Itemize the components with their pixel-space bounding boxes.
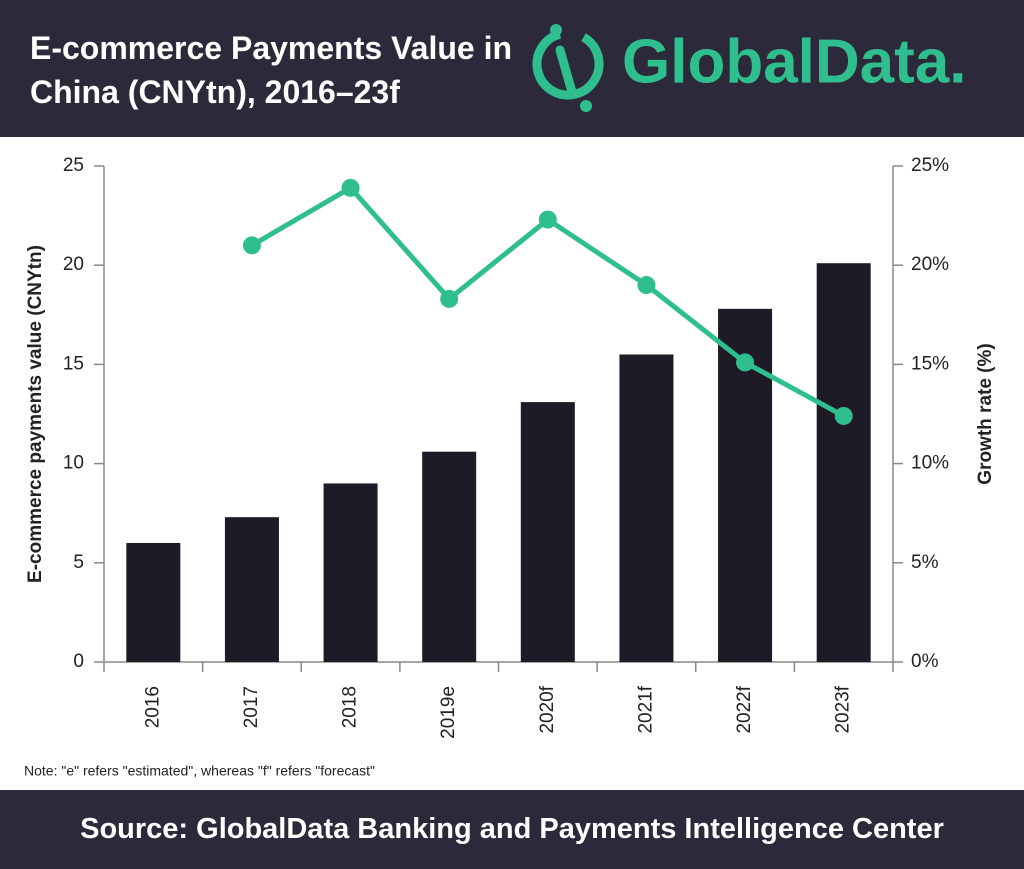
line-point (834, 406, 853, 425)
x-tick-label: 2022f (734, 685, 755, 733)
line-point (341, 178, 360, 197)
x-tick-label: 2020f (537, 685, 558, 733)
chart: Note: "e" refers "estimated", whereas "f… (24, 155, 996, 779)
y-tick-label: 10 (63, 453, 84, 474)
y-tick-label: 5 (73, 552, 84, 573)
line-point (440, 289, 459, 308)
line-point (538, 210, 557, 229)
x-tick-label: 2019e (438, 686, 459, 739)
bar (323, 483, 378, 662)
bar (126, 542, 181, 662)
y2-tick-label: 10% (911, 453, 949, 474)
bar (520, 402, 575, 662)
y2-tick-label: 15% (911, 353, 949, 374)
x-tick-label: 2021f (635, 685, 656, 733)
bar (619, 354, 674, 662)
bar (224, 517, 279, 662)
x-tick-label: 2017 (241, 686, 262, 728)
x-tick-label: 2016 (142, 686, 163, 728)
logo-ring (532, 28, 604, 100)
logo-dot (550, 24, 562, 36)
y-tick-label: 0 (73, 651, 84, 672)
logo-text: GlobalData. (622, 27, 967, 96)
x-tick-label: 2023f (833, 685, 854, 733)
x-tick-label: 2018 (340, 686, 361, 728)
note: Note: "e" refers "estimated", whereas "f… (24, 763, 375, 779)
line-point (637, 276, 656, 295)
y-axis-label: E-commerce payments value (CNYtn) (25, 245, 46, 583)
title: E-commerce Payments Value in China (CNYt… (30, 30, 512, 110)
line-point (242, 236, 261, 255)
logo-slash (555, 45, 577, 97)
header: E-commerce Payments Value in China (CNYt… (0, 0, 1024, 137)
y2-axis-label: Growth rate (%) (975, 343, 996, 484)
y2-tick-label: 5% (911, 552, 939, 573)
y2-tick-label: 0% (911, 651, 939, 672)
logo: GlobalData. (532, 24, 967, 112)
logo-dot (580, 100, 592, 112)
line-point (736, 353, 755, 372)
footer: Source: GlobalData Banking and Payments … (0, 790, 1024, 869)
y-tick-label: 20 (63, 254, 84, 275)
bar (422, 451, 477, 662)
bar (816, 263, 871, 662)
y2-tick-label: 20% (911, 254, 949, 275)
y-tick-label: 15 (63, 353, 84, 374)
y-tick-label: 25 (63, 155, 84, 176)
y2-tick-label: 25% (911, 155, 949, 176)
